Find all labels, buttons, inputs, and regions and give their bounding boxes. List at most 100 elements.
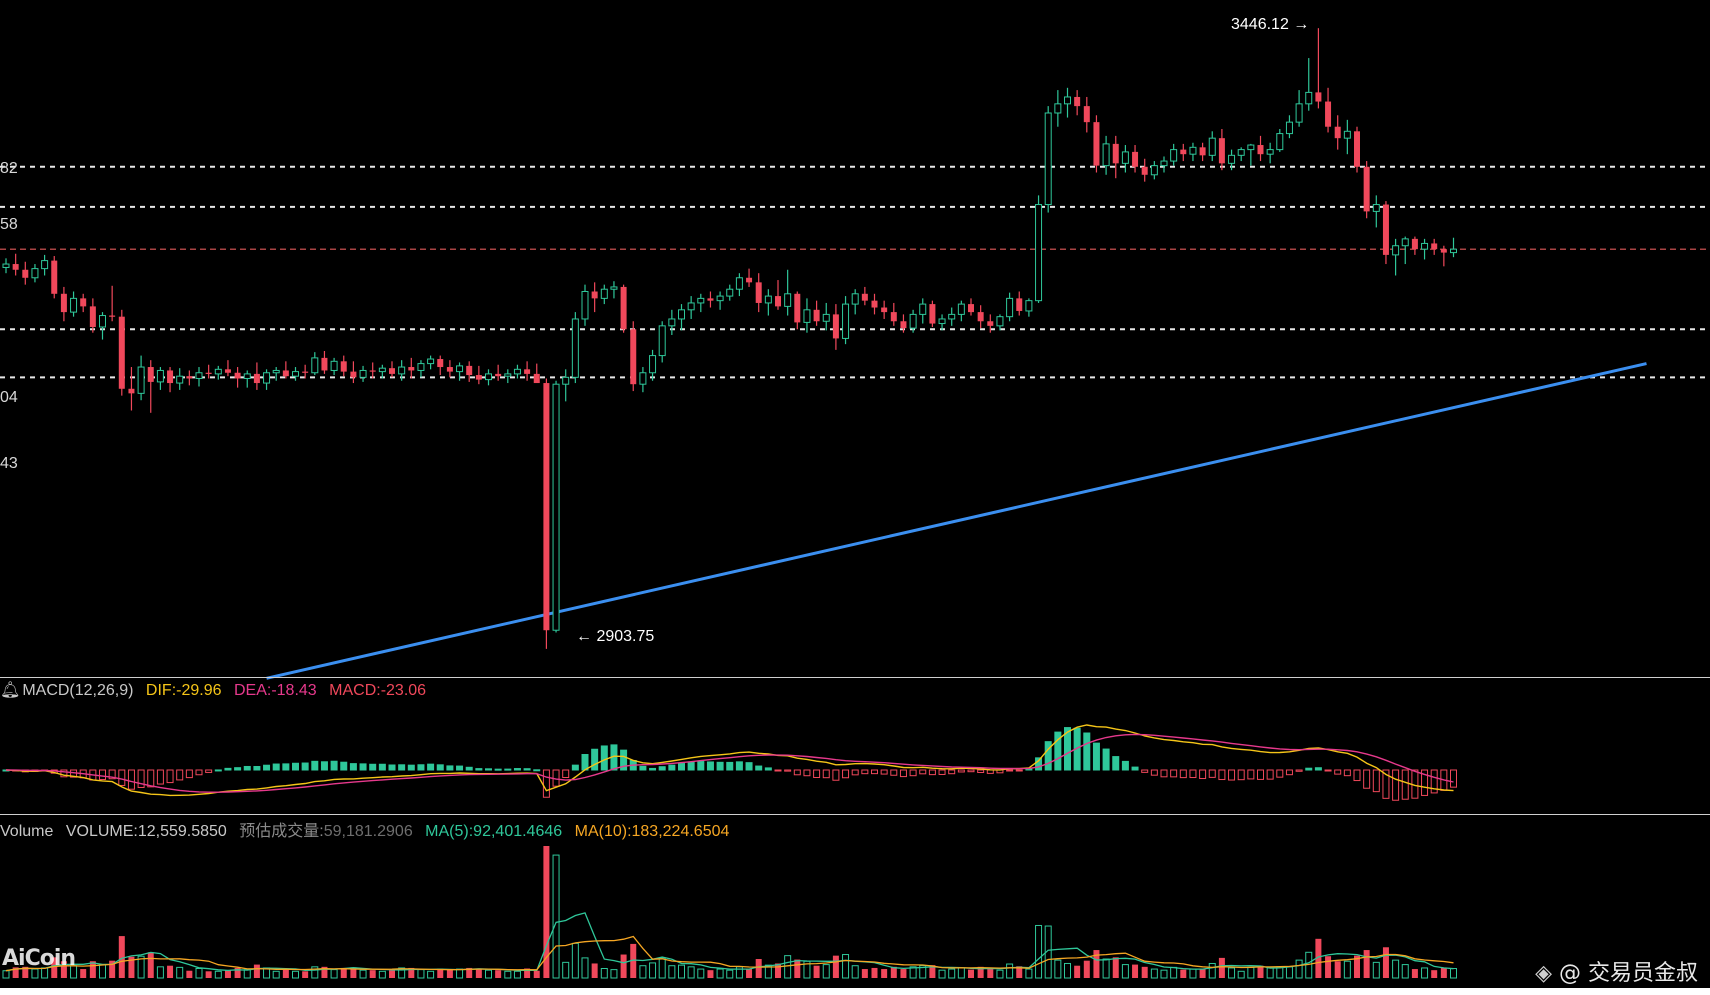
candle-body	[842, 303, 850, 339]
candle-body	[822, 313, 830, 322]
trendline	[266, 362, 1647, 680]
candle-body	[2, 263, 10, 268]
candle-body	[794, 293, 801, 323]
candle-body	[1325, 101, 1332, 127]
volume-bar	[80, 969, 87, 978]
candle-body	[147, 367, 154, 382]
macd-histogram-bar	[214, 769, 222, 772]
macd-histogram-bar	[1237, 769, 1245, 781]
macd-histogram-bar	[649, 767, 657, 771]
pane-separator[interactable]	[0, 677, 1710, 678]
volume-bar	[1054, 959, 1062, 979]
candle-body	[195, 372, 203, 379]
dea-value: DEA:-18.43	[233, 682, 317, 699]
volume-bar	[1208, 962, 1216, 979]
macd-dea-line	[5, 733, 1454, 793]
macd-histogram-bar	[919, 769, 927, 775]
pane-separator[interactable]	[0, 814, 1710, 815]
volume-bar	[987, 969, 994, 978]
volume-bar	[398, 967, 406, 979]
macd-label: MACD(12,26,9)	[22, 682, 134, 699]
candle-body	[919, 303, 927, 315]
candle-body	[1315, 92, 1322, 102]
volume-bar	[764, 964, 772, 979]
candle-body	[156, 369, 164, 383]
volume-bar	[775, 963, 781, 978]
volume-bar	[649, 962, 657, 979]
candle-body	[70, 297, 78, 313]
volume-bar	[456, 968, 464, 979]
candle-body	[533, 373, 540, 384]
candle-body	[109, 315, 116, 317]
candle-body	[253, 373, 260, 384]
candle-body	[466, 365, 473, 376]
macd-histogram-bar	[398, 764, 406, 771]
macd-histogram-bar	[591, 748, 599, 771]
macd-histogram-bar	[137, 769, 145, 788]
macd-legend[interactable]: 🔔︎ MACD(12,26,9) DIF:-29.96 DEA:-18.43 MA…	[0, 680, 434, 700]
volume-bar	[378, 970, 386, 979]
volume-bar	[1237, 970, 1245, 979]
macd-histogram-bar	[1382, 769, 1390, 799]
candle-body	[571, 318, 579, 378]
volume-ma5-line	[5, 912, 1454, 972]
candle-body	[987, 321, 994, 326]
candle-body	[668, 318, 676, 327]
candle-body	[977, 312, 984, 322]
volume-bar	[1411, 969, 1418, 978]
bottom-scrollbar[interactable]	[0, 988, 1710, 995]
candle-body	[292, 371, 299, 377]
macd-histogram-bar	[195, 769, 203, 776]
volume-pane	[2, 846, 1457, 979]
macd-histogram-bar	[1179, 769, 1187, 779]
macd-histogram-bar	[1363, 769, 1371, 789]
volume-bar	[1132, 964, 1139, 978]
volume-bar	[1141, 966, 1148, 978]
macd-histogram-bar	[1035, 757, 1043, 771]
macd-histogram-bar	[668, 764, 676, 771]
candle-body	[31, 268, 39, 279]
candlesticks	[2, 28, 1457, 649]
volume-bar	[1150, 968, 1158, 979]
macd-histogram-bar	[485, 768, 492, 771]
macd-pane	[2, 724, 1457, 801]
volume-bar	[234, 967, 241, 978]
macd-histogram-bar	[1343, 769, 1351, 777]
volume-bar	[1401, 964, 1409, 979]
candle-body	[764, 295, 772, 304]
macd-histogram-bar	[292, 762, 299, 771]
volume-bar	[794, 959, 801, 978]
volume-bar	[1343, 960, 1351, 979]
volume-bar	[176, 966, 184, 979]
macd-histogram-bar	[272, 763, 280, 771]
candle-body	[1132, 151, 1139, 167]
volume-bar	[359, 969, 367, 979]
bell-icon[interactable]: 🔔︎	[0, 682, 21, 699]
candle-body	[707, 298, 714, 301]
macd-histogram-bar	[349, 763, 357, 771]
candle-body	[658, 325, 666, 357]
volume-bar	[195, 968, 203, 979]
candle-body	[137, 366, 145, 394]
macd-histogram-bar	[1199, 769, 1207, 780]
macd-histogram-bar	[205, 769, 213, 773]
volume-bar	[417, 969, 425, 979]
candle-body	[1401, 238, 1409, 247]
volume-bar	[938, 969, 946, 979]
author-watermark: ◈ @ 交易员金叔	[1535, 955, 1698, 987]
volume-legend[interactable]: Volume VOLUME:12,559.5850 预估成交量:59,181.2…	[0, 817, 737, 840]
macd-histogram-bar	[320, 761, 328, 771]
macd-histogram-bar	[938, 769, 946, 775]
volume-bar	[1189, 968, 1197, 979]
macd-histogram-bar	[234, 767, 242, 771]
macd-histogram-bar	[1392, 769, 1400, 801]
macd-histogram-bar	[899, 769, 907, 778]
macd-histogram-bar	[118, 769, 126, 786]
volume-bar	[813, 965, 820, 978]
volume-bar	[272, 970, 280, 979]
candle-body	[562, 376, 570, 385]
macd-histogram-bar	[620, 749, 628, 771]
macd-histogram-bar	[784, 769, 792, 772]
macd-histogram-bar	[1160, 769, 1168, 778]
